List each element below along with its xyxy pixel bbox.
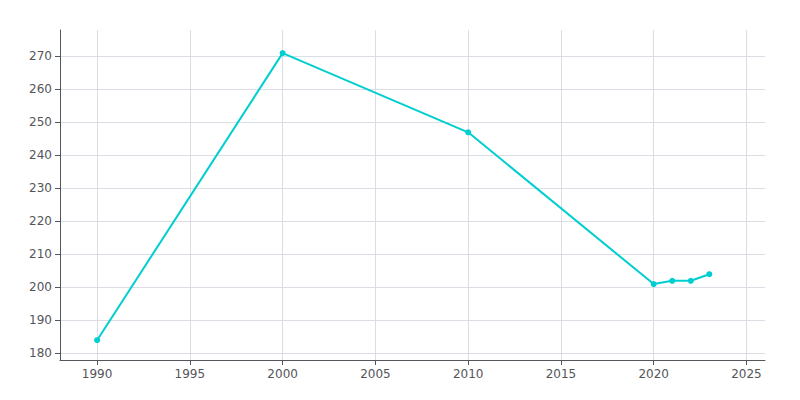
svg-text:230: 230 [29,181,52,195]
svg-text:1995: 1995 [175,367,206,381]
svg-text:260: 260 [29,82,52,96]
svg-text:2000: 2000 [267,367,298,381]
svg-text:210: 210 [29,247,52,261]
svg-text:220: 220 [29,214,52,228]
svg-text:190: 190 [29,313,52,327]
svg-text:1990: 1990 [82,367,113,381]
svg-text:240: 240 [29,148,52,162]
svg-text:2010: 2010 [453,367,484,381]
svg-text:250: 250 [29,115,52,129]
svg-text:180: 180 [29,346,52,360]
svg-text:2005: 2005 [360,367,391,381]
svg-text:270: 270 [29,49,52,63]
svg-text:2025: 2025 [731,367,762,381]
svg-text:200: 200 [29,280,52,294]
svg-text:2020: 2020 [638,367,669,381]
svg-text:2015: 2015 [546,367,577,381]
